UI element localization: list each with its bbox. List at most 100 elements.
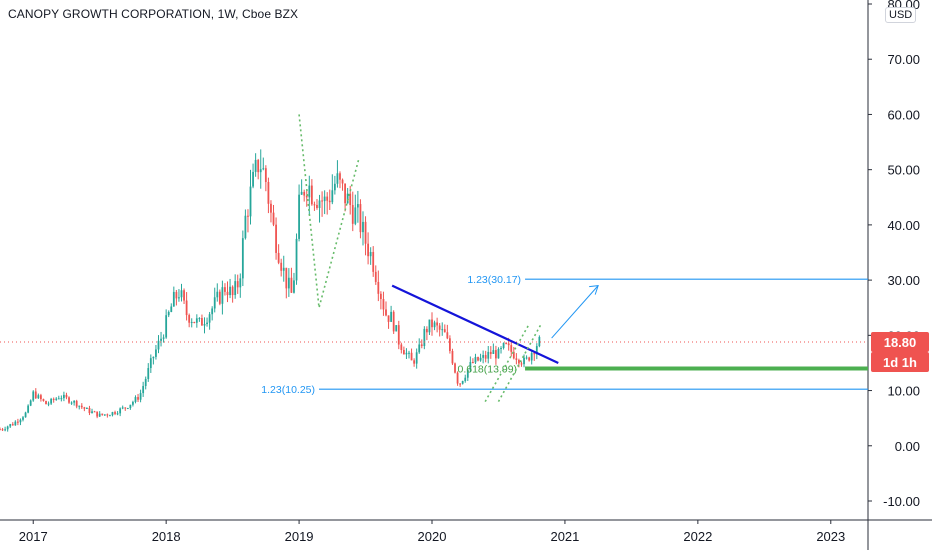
candle-body xyxy=(45,400,47,405)
candle-body xyxy=(86,407,88,409)
candle-body xyxy=(126,408,129,410)
candle-body xyxy=(147,368,150,379)
candle-body xyxy=(37,395,40,399)
candle-body xyxy=(132,401,134,405)
candle-body xyxy=(275,224,277,253)
candle-body xyxy=(472,361,474,363)
candle-body xyxy=(308,185,311,198)
candle-body xyxy=(6,426,9,430)
candle-body xyxy=(456,372,459,384)
candle-body xyxy=(203,324,206,326)
candle-body xyxy=(254,159,257,172)
candle-body xyxy=(244,215,247,239)
candle-body xyxy=(316,204,318,208)
candle-body xyxy=(295,238,298,281)
candle-body xyxy=(418,344,421,353)
fib-low-label: 1.23(10.25) xyxy=(261,384,315,396)
candle-body xyxy=(167,311,170,316)
x-tick-label: 2019 xyxy=(285,529,314,544)
y-tick-label: 70.00 xyxy=(887,52,920,67)
candle-body xyxy=(436,322,439,326)
candle-body xyxy=(410,352,413,361)
candle-body xyxy=(116,413,119,415)
candle-body xyxy=(211,308,214,315)
candle-body xyxy=(303,191,306,196)
candle-body xyxy=(328,200,331,203)
candle-body xyxy=(134,397,137,402)
candle-body xyxy=(183,290,185,301)
candle-body xyxy=(285,267,288,289)
candle-body xyxy=(354,207,357,224)
candle-body xyxy=(339,173,341,180)
currency-badge[interactable]: USD xyxy=(885,7,917,23)
candle-body xyxy=(198,318,201,320)
candle-body xyxy=(515,358,518,360)
candle-body xyxy=(336,173,339,184)
candle-body xyxy=(497,349,500,359)
candle-body xyxy=(533,353,536,355)
candle-body xyxy=(402,350,405,355)
candle-body xyxy=(88,407,91,413)
candle-body xyxy=(193,321,196,323)
candle-body xyxy=(535,346,538,355)
candle-body xyxy=(98,413,101,417)
x-tick-label: 2017 xyxy=(19,529,48,544)
candle-body xyxy=(405,352,408,355)
candle-body xyxy=(34,391,37,399)
candle-body xyxy=(29,400,32,406)
candle-body xyxy=(55,398,58,400)
candle-body xyxy=(313,204,316,206)
candle-body xyxy=(333,183,336,191)
candle-body xyxy=(0,429,1,431)
candle-body xyxy=(180,290,183,298)
candle-body xyxy=(318,200,321,208)
candle-body xyxy=(374,271,377,282)
candles xyxy=(0,149,541,432)
candle-body xyxy=(137,397,139,400)
candle-body xyxy=(277,252,280,263)
candle-body xyxy=(201,318,203,326)
candle-body xyxy=(218,291,221,304)
candle-body xyxy=(356,204,359,208)
candle-body xyxy=(385,309,387,316)
candle-body xyxy=(109,415,111,417)
candle-body xyxy=(323,196,326,202)
candle-body xyxy=(175,291,178,299)
candle-body xyxy=(512,351,515,359)
candle-body xyxy=(78,405,81,407)
candle-body xyxy=(63,394,65,399)
candle-body xyxy=(106,414,109,416)
candle-body xyxy=(252,171,254,187)
candle-body xyxy=(290,277,293,293)
candle-body xyxy=(420,344,423,347)
candle-body xyxy=(267,181,270,204)
candle-body xyxy=(185,300,188,316)
candle-body xyxy=(482,355,485,358)
candle-body xyxy=(500,348,502,350)
candle-body xyxy=(364,221,367,244)
candle-body xyxy=(119,408,122,414)
candle-body xyxy=(438,325,441,330)
candle-body xyxy=(464,377,467,382)
candle-body xyxy=(272,212,275,225)
candle-body xyxy=(379,293,382,300)
candle-body xyxy=(344,183,346,204)
candle-body xyxy=(507,343,510,346)
candle-body xyxy=(27,405,30,413)
price-badges: 18.80 1d 1h xyxy=(871,331,929,372)
x-tick-label: 2021 xyxy=(550,529,579,544)
candle-body xyxy=(479,357,482,361)
y-tick-label: 10.00 xyxy=(887,384,920,399)
candle-body xyxy=(216,291,219,298)
candle-body xyxy=(359,204,362,233)
candle-body xyxy=(415,352,418,364)
candle-body xyxy=(448,338,451,352)
candle-body xyxy=(298,194,300,239)
candle-body xyxy=(229,286,231,296)
y-tick-label: 30.00 xyxy=(887,273,920,288)
candle-body xyxy=(510,345,513,352)
candle-body xyxy=(280,262,283,271)
candle-body xyxy=(264,168,267,182)
